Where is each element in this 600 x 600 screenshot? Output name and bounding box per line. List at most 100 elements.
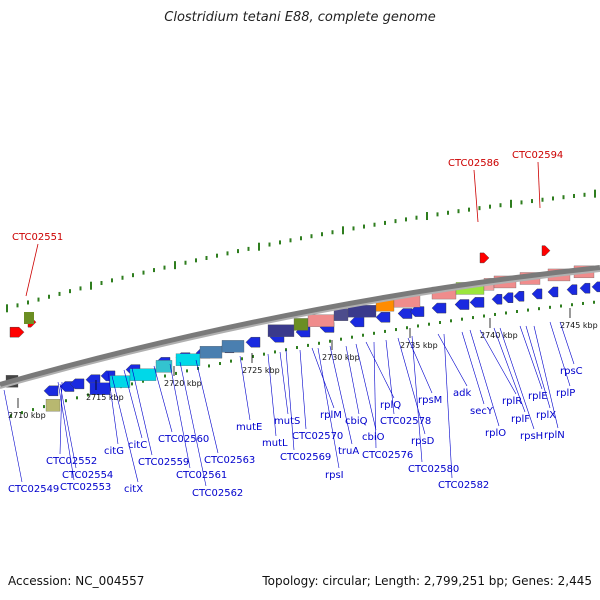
tick-mark (520, 200, 523, 205)
leader-line (559, 321, 575, 365)
tick-mark (340, 337, 342, 341)
highlighted-genes: CTC02551 CTC02586 CTC02594 (12, 150, 563, 297)
tick-mark (58, 291, 61, 296)
gene-label: rplQ (380, 400, 401, 411)
gene-box (129, 368, 157, 381)
gene-label: mutL (262, 438, 288, 449)
gene-label: CTC02578 (380, 416, 431, 427)
leader-line (317, 347, 340, 469)
reverse-gene-arrow (245, 337, 261, 348)
tick-mark (131, 382, 133, 386)
tick-mark (562, 195, 565, 200)
tick-mark (252, 354, 254, 358)
scale-label: 2745 kbp (560, 321, 598, 330)
reverse-gene-arrow (491, 294, 503, 305)
tick-mark (132, 273, 134, 278)
leader-line (411, 335, 423, 463)
reverse-gene-arrow (43, 385, 59, 397)
forward-gene-arrow (9, 326, 25, 338)
gene-label: rplX (536, 410, 556, 421)
tick-mark (329, 339, 331, 343)
forward-gene-arrow (541, 245, 551, 256)
forward-gene-arrow (479, 252, 490, 264)
tick-mark (43, 405, 45, 409)
gene-label: rpsM (418, 395, 442, 406)
tick-mark (457, 209, 460, 214)
tick-mark (478, 206, 481, 211)
leader-line (473, 169, 479, 223)
gene-box (293, 318, 309, 331)
tick-mark (226, 251, 229, 256)
tick-mark (450, 319, 452, 323)
tick-mark (468, 207, 470, 212)
scale-labels: 2710 kbp 2715 kbp 2720 kbp 2725 kbp 2730 kbp… (8, 308, 598, 420)
gene-box (45, 399, 61, 412)
gene-label: rpsH (520, 431, 543, 442)
tick-mark (318, 341, 320, 345)
tick-mark (219, 362, 221, 366)
gene-box (267, 324, 295, 337)
tick-mark (237, 249, 239, 254)
tick-mark (142, 379, 144, 383)
tick-mark (87, 393, 89, 397)
leader-line (107, 371, 119, 445)
reverse-gene-arrow (375, 312, 391, 323)
gene-label: truA (338, 446, 359, 457)
leader-line (299, 349, 307, 430)
reverse-gene-arrow (409, 306, 425, 317)
tick-mark (32, 408, 34, 412)
leader-line (385, 339, 395, 415)
leader-line (479, 329, 517, 395)
tick-mark (417, 324, 419, 328)
tick-mark (538, 307, 540, 311)
tick-mark (310, 234, 313, 239)
reverse-gene-arrow (566, 284, 578, 295)
tick-mark (531, 199, 533, 204)
gene-label: rplM (320, 410, 342, 421)
tick-mark (241, 357, 243, 361)
gene-label: rpsI (325, 470, 344, 481)
leader-line (549, 321, 571, 387)
gene-box (307, 314, 335, 327)
tick-mark (186, 369, 188, 373)
tick-mark (216, 253, 218, 258)
gene-label: CTC02582 (438, 480, 489, 491)
leader-line (365, 341, 395, 399)
leader-line (373, 341, 377, 449)
tick-mark (230, 359, 232, 363)
tick-mark (593, 300, 595, 304)
tick-mark (195, 258, 197, 263)
leader-line (285, 349, 295, 451)
tick-mark (205, 255, 208, 260)
tick-mark (510, 199, 512, 208)
reverse-gene-arrow (579, 282, 591, 294)
tick-mark (289, 238, 292, 243)
gene-label: cbiO (362, 432, 385, 443)
gene-label: CTC02576 (362, 450, 413, 461)
leader-line (493, 327, 526, 413)
tick-mark (163, 265, 166, 270)
tick-mark (100, 281, 103, 286)
tick-mark (505, 311, 507, 315)
gene-label: citX (124, 484, 143, 495)
leader-line (179, 361, 207, 487)
gene-label: CTC02562 (192, 488, 243, 499)
highlighted-gene-label: CTC02551 (12, 232, 63, 243)
gene-label: mutE (236, 422, 262, 433)
leader-line (195, 359, 219, 454)
highlighted-gene-label: CTC02594 (512, 150, 563, 161)
tick-mark (331, 230, 334, 235)
reverse-gene-arrow (397, 308, 413, 319)
tick-mark (296, 346, 298, 350)
leader-line (499, 327, 535, 430)
tick-mark (268, 242, 271, 247)
tick-mark (184, 260, 187, 265)
reverse-gene-arrow (502, 292, 514, 303)
scale-label: 2710 kbp (8, 411, 46, 420)
scale-label: 2735 kbp (400, 341, 438, 350)
gene-box (89, 382, 111, 395)
tick-mark (560, 304, 562, 308)
tick-mark (516, 309, 518, 313)
tick-mark (37, 297, 40, 302)
